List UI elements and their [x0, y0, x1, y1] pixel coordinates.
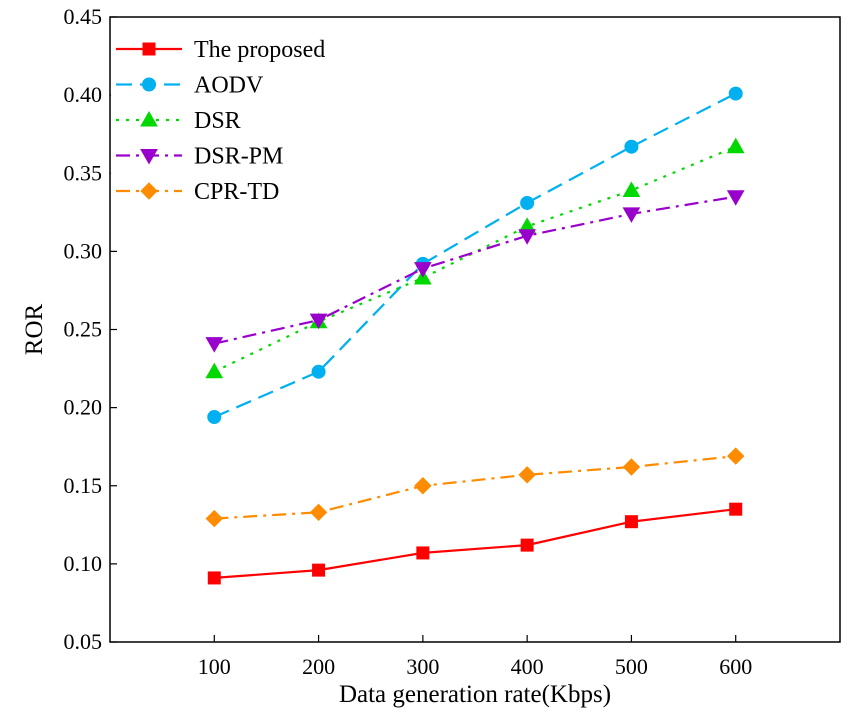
legend-item: CPR-TD: [116, 179, 279, 205]
y-tick-label: 0.45: [64, 4, 103, 29]
data-point: [520, 538, 534, 552]
series-dsr-pm: [205, 190, 745, 353]
data-point: [416, 546, 430, 560]
data-point: [309, 503, 328, 522]
y-tick-label: 0.20: [64, 395, 103, 420]
data-point: [726, 137, 745, 154]
series-line: [214, 195, 736, 345]
y-tick-label: 0.35: [64, 160, 103, 185]
data-point: [727, 447, 745, 465]
data-point: [726, 190, 745, 206]
x-tick-label: 100: [198, 654, 231, 679]
data-point: [205, 337, 224, 353]
data-point: [205, 509, 223, 528]
series-line: [214, 455, 736, 520]
y-tick-label: 0.10: [64, 551, 103, 576]
legend-item: The proposed: [116, 37, 325, 63]
series-line: [214, 508, 736, 579]
data-point: [309, 313, 328, 330]
legend-label: DSR: [194, 108, 241, 134]
data-point: [207, 571, 221, 585]
series-layer: [205, 86, 745, 585]
data-point: [624, 139, 639, 154]
y-tick-label: 0.15: [64, 473, 103, 498]
data-point: [622, 458, 641, 476]
x-tick-label: 300: [406, 654, 439, 679]
y-axis-ticks: 0.05 0.10 0.15 0.20 0.25 0.30 0.35 0.40 0.45: [64, 4, 117, 654]
y-tick-label: 0.05: [64, 629, 103, 654]
legend-swatch-marker: [140, 110, 158, 127]
legend-label: AODV: [194, 73, 264, 99]
x-axis-title: Data generation rate(Kbps): [339, 681, 611, 708]
y-tick-label: 0.40: [64, 82, 103, 107]
x-tick-label: 400: [511, 654, 544, 679]
data-point: [622, 207, 641, 223]
series-the-proposed: [207, 502, 743, 585]
series-line: [213, 92, 737, 419]
series-dsr: [205, 137, 745, 379]
data-point: [207, 410, 222, 424]
legend-item: DSR-PM: [116, 144, 283, 170]
legend-swatch-marker: [142, 42, 156, 56]
data-point: [518, 229, 537, 245]
legend-swatch-marker: [140, 149, 158, 165]
data-point: [728, 86, 743, 101]
legend-swatch-marker: [140, 182, 158, 200]
y-tick-label: 0.25: [64, 317, 103, 342]
data-point: [520, 195, 535, 210]
legend-item: AODV: [116, 73, 264, 99]
data-point: [205, 362, 224, 379]
data-point: [413, 262, 432, 278]
x-axis-ticks: 100 200 300 400 500 600: [198, 635, 752, 679]
y-tick-label: 0.30: [64, 238, 103, 263]
legend-item: DSR: [116, 108, 241, 134]
data-point: [311, 364, 326, 379]
legend-label: CPR-TD: [194, 179, 279, 205]
legend-swatch-marker: [142, 77, 156, 92]
data-point: [414, 477, 432, 495]
data-point: [312, 563, 326, 577]
data-point: [624, 515, 638, 529]
x-tick-label: 600: [719, 654, 752, 679]
data-point: [729, 502, 743, 516]
legend-label: DSR-PM: [194, 144, 283, 170]
legend: The proposed AODV DSR DSR-PM CPR-TD: [111, 18, 359, 208]
legend-label: The proposed: [194, 37, 325, 63]
data-point: [518, 466, 536, 484]
x-tick-label: 500: [615, 654, 648, 679]
series-cpr-td: [205, 447, 745, 528]
data-point: [622, 181, 641, 197]
x-tick-label: 200: [302, 654, 335, 679]
y-axis-title: ROR: [21, 303, 48, 355]
